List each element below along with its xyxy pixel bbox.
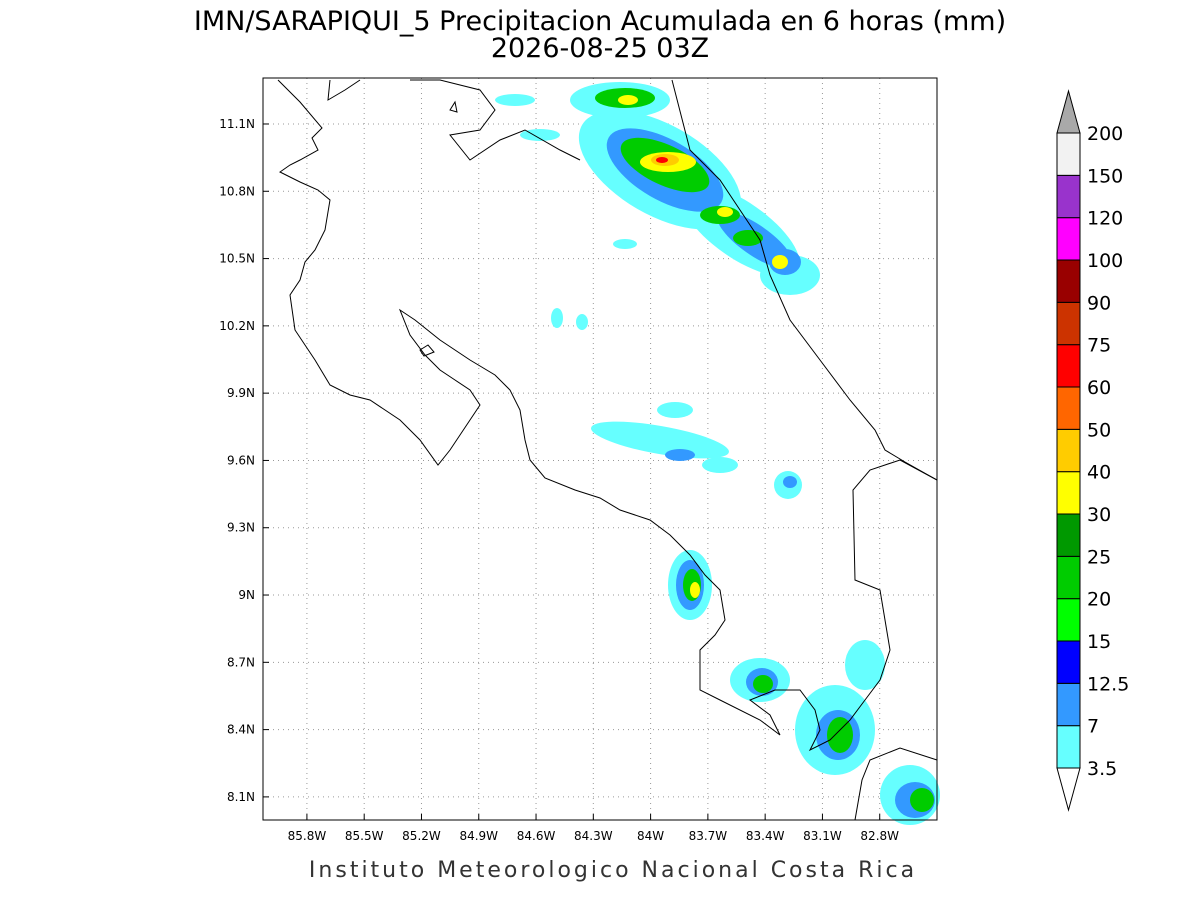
footer: Instituto Meteorologico Nacional Costa R… <box>309 858 917 883</box>
grid: 85.8W 85.5W 85.2W 84.9W 84.6W 84.3W 84W 83.7W 83… <box>219 78 937 843</box>
x-tick-label: 82.8W <box>860 829 899 843</box>
y-tick-label: 9.3N <box>227 521 255 535</box>
colorbar-band <box>1056 682 1081 727</box>
colorbar-label: 25 <box>1087 546 1111 568</box>
colorbar-label: 7 <box>1087 716 1099 738</box>
colorbar-band <box>1056 725 1081 769</box>
x-tick-label: 83.4W <box>746 829 785 843</box>
y-tick-label: 11.1N <box>219 117 255 131</box>
x-tick-label: 84.3W <box>574 829 613 843</box>
subtitle: 2026-08-25 03Z <box>491 33 709 64</box>
y-tick-label: 8.4N <box>227 723 255 737</box>
y-tick-label: 8.1N <box>227 790 255 804</box>
colorbar-label: 20 <box>1087 589 1111 611</box>
y-tick-label: 10.2N <box>219 319 255 333</box>
colorbar: 3.5 7 12.5 15 20 25 30 40 50 60 75 90 100 120 150 200 <box>1056 89 1129 812</box>
y-tick-label: 9N <box>238 588 255 602</box>
colorbar-label: 75 <box>1087 335 1111 357</box>
y-tick-label: 9.6N <box>227 453 255 467</box>
map-frame <box>262 77 938 821</box>
colorbar-label: 200 <box>1087 123 1123 145</box>
precip-field <box>495 82 940 825</box>
colorbar-band <box>1056 640 1081 684</box>
colorbar-label: 100 <box>1087 250 1123 272</box>
colorbar-label: 40 <box>1087 462 1111 484</box>
colorbar-label: 150 <box>1087 165 1123 187</box>
x-tick-label: 83.7W <box>689 829 728 843</box>
y-tick-label: 9.9N <box>227 386 255 400</box>
x-tick-label: 85.5W <box>345 829 384 843</box>
colorbar-band <box>1056 471 1081 515</box>
colorbar-band <box>1056 344 1081 388</box>
colorbar-band <box>1056 217 1081 261</box>
colorbar-label: 12.5 <box>1087 673 1129 695</box>
colorbar-band <box>1056 259 1081 303</box>
x-tick-label: 85.8W <box>288 829 327 843</box>
colorbar-band <box>1056 132 1081 176</box>
colorbar-band <box>1056 386 1081 430</box>
colorbar-band <box>1056 301 1081 346</box>
colorbar-label: 60 <box>1087 377 1111 399</box>
colorbar-under <box>1056 767 1081 812</box>
colorbar-band <box>1056 174 1081 219</box>
x-tick-label: 84W <box>637 829 664 843</box>
x-tick-label: 83.1W <box>803 829 842 843</box>
colorbar-band <box>1056 555 1081 600</box>
colorbar-label: 50 <box>1087 419 1111 441</box>
colorbar-label: 30 <box>1087 504 1111 526</box>
y-tick-label: 10.8N <box>219 184 255 198</box>
colorbar-label: 3.5 <box>1087 758 1117 780</box>
y-tick-label: 10.5N <box>219 252 255 266</box>
colorbar-over <box>1056 89 1081 134</box>
x-tick-label: 84.6W <box>517 829 556 843</box>
colorbar-band <box>1056 428 1081 473</box>
y-tick-label: 8.7N <box>227 655 255 669</box>
colorbar-label: 90 <box>1087 292 1111 314</box>
colorbar-band <box>1056 598 1081 642</box>
colorbar-band <box>1056 513 1081 557</box>
x-tick-label: 84.9W <box>459 829 498 843</box>
colorbar-label: 15 <box>1087 631 1111 653</box>
coastline <box>277 79 938 821</box>
colorbar-label: 120 <box>1087 208 1123 230</box>
x-tick-label: 85.2W <box>402 829 441 843</box>
title: IMN/SARAPIQUI_5 Precipitacion Acumulada … <box>194 6 1006 37</box>
